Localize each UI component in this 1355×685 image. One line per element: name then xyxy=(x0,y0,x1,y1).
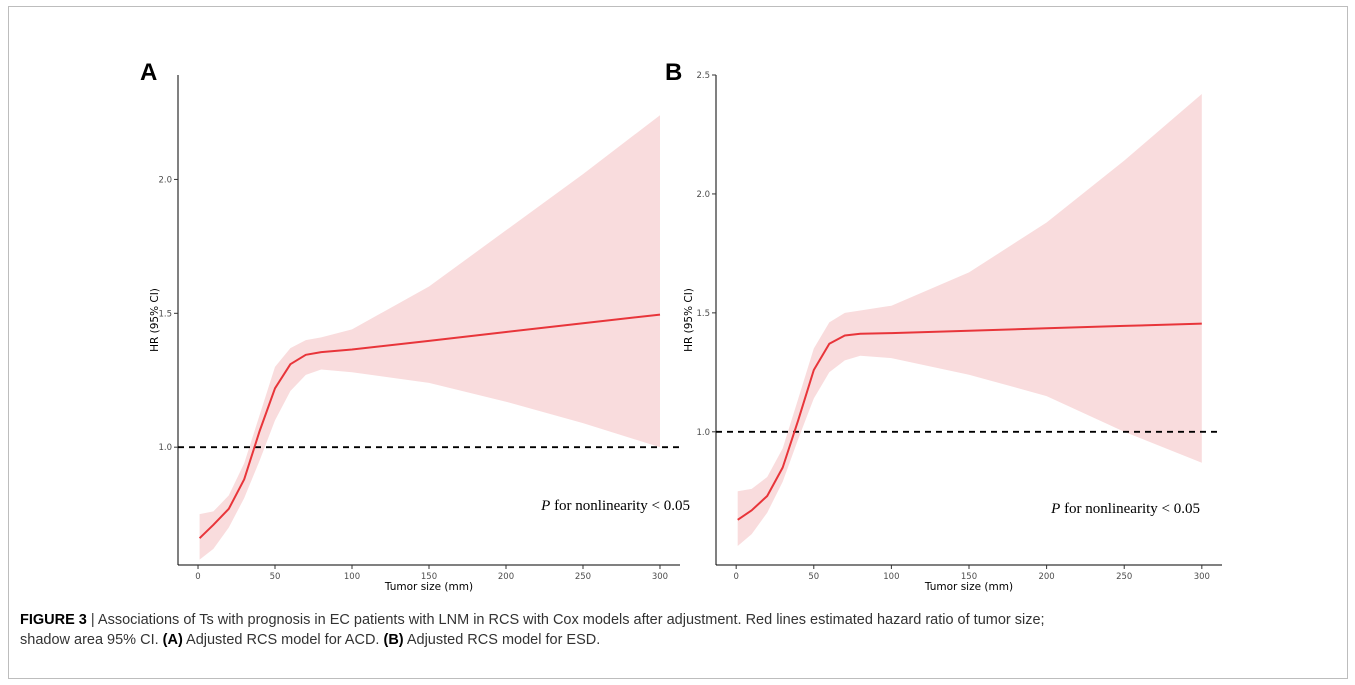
x-tick-label: 100 xyxy=(883,572,899,582)
caption-text-2: shadow area 95% CI. xyxy=(20,632,163,648)
caption-line-1: FIGURE 3 | Associations of Ts with progn… xyxy=(20,610,1330,630)
figure-caption: FIGURE 3 | Associations of Ts with progn… xyxy=(20,610,1330,650)
y-axis-title: HR (95% CI) xyxy=(149,288,161,352)
hr-line xyxy=(198,313,661,539)
nonlinearity-annotation: P for nonlinearity < 0.05 xyxy=(1050,501,1200,517)
caption-line-2: shadow area 95% CI. (A) Adjusted RCS mod… xyxy=(20,630,1330,650)
y-tick-label: 2.0 xyxy=(696,190,710,200)
x-tick-label: 0 xyxy=(195,572,200,582)
x-tick-label: 300 xyxy=(1194,572,1210,582)
hr-line xyxy=(737,322,1202,521)
x-axis-title: Tumor size (mm) xyxy=(924,581,1013,593)
y-tick-label: 1.0 xyxy=(158,443,172,453)
annotation-text: for nonlinearity < 0.05 xyxy=(550,498,690,514)
x-tick-label: 50 xyxy=(808,572,819,582)
panel-letter: A xyxy=(140,59,157,86)
y-tick-label: 2.0 xyxy=(158,175,172,185)
x-tick-label: 250 xyxy=(575,572,591,582)
annotation-text: for nonlinearity < 0.05 xyxy=(1060,501,1200,517)
x-tick-label: 0 xyxy=(733,572,738,582)
y-tick-label: 1.5 xyxy=(696,309,710,319)
y-tick-label: 1.5 xyxy=(158,309,172,319)
x-axis-title: Tumor size (mm) xyxy=(384,581,473,593)
nonlinearity-annotation: P for nonlinearity < 0.05 xyxy=(540,498,690,514)
y-tick-label: 1.0 xyxy=(696,428,710,438)
ci-band xyxy=(737,94,1202,546)
caption-b-label: (B) xyxy=(383,632,404,648)
x-tick-label: 250 xyxy=(1116,572,1132,582)
figure-canvas: 0 50 100 150 200 250 300 1.0 1.5 2.0 Tumor size (m… xyxy=(140,59,1222,593)
x-tick-label: 200 xyxy=(498,572,514,582)
y-axis-title: HR (95% CI) xyxy=(683,288,695,352)
annotation-p: P xyxy=(540,498,550,514)
caption-text-1: Associations of Ts with prognosis in EC … xyxy=(97,612,1045,628)
x-tick-label: 150 xyxy=(961,572,977,582)
panel-letter: B xyxy=(665,59,682,86)
caption-a-text: Adjusted RCS model for ACD. xyxy=(182,632,384,648)
panel-a: 0 50 100 150 200 250 300 1.0 1.5 2.0 Tumor size (m… xyxy=(140,59,690,593)
y-tick-label: 2.5 xyxy=(696,71,710,81)
caption-a-label: (A) xyxy=(162,632,183,648)
x-tick-label: 50 xyxy=(270,572,281,582)
ci-band xyxy=(199,115,660,560)
x-tick-label: 150 xyxy=(421,572,437,582)
x-tick-label: 300 xyxy=(652,572,668,582)
annotation-p: P xyxy=(1050,501,1060,517)
x-tick-label: 100 xyxy=(344,572,360,582)
panel-b: 0 50 100 150 200 250 300 1.0 1.5 2.0 2.5 Tumor size… xyxy=(665,59,1222,593)
caption-separator: | xyxy=(86,612,98,628)
caption-figure-label: FIGURE 3 xyxy=(20,612,87,628)
caption-b-text: Adjusted RCS model for ESD. xyxy=(403,632,601,648)
x-tick-label: 200 xyxy=(1038,572,1054,582)
